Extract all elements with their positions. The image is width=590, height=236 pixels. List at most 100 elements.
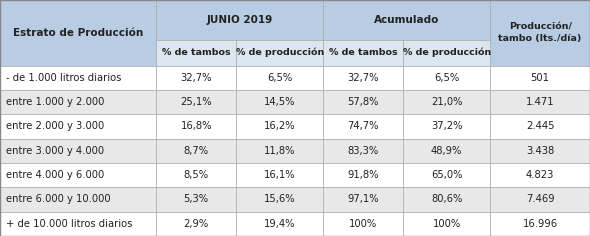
Bar [0,66,156,90]
Bar [490,90,590,114]
Text: 48,9%: 48,9% [431,146,463,156]
Text: 14,5%: 14,5% [264,97,296,107]
Text: 83,3%: 83,3% [348,146,379,156]
Text: % de tambos: % de tambos [329,48,398,57]
Text: % de tambos: % de tambos [162,48,231,57]
Text: 501: 501 [530,73,550,83]
Bar [490,187,590,212]
Text: entre 4.000 y 6.000: entre 4.000 y 6.000 [6,170,104,180]
Bar [156,187,236,212]
Text: 57,8%: 57,8% [348,97,379,107]
Text: 15,6%: 15,6% [264,194,296,204]
Bar [403,212,490,236]
Bar [156,90,236,114]
Text: entre 3.000 y 4.000: entre 3.000 y 4.000 [6,146,104,156]
Text: 3.438: 3.438 [526,146,554,156]
Bar [0,114,156,139]
Bar [490,0,590,66]
Text: 100%: 100% [432,219,461,229]
Text: 32,7%: 32,7% [181,73,212,83]
Bar [236,114,323,139]
Bar [403,187,490,212]
Bar [403,40,490,66]
Bar [323,114,403,139]
Text: 2.445: 2.445 [526,122,555,131]
Text: 16,2%: 16,2% [264,122,296,131]
Text: 32,7%: 32,7% [348,73,379,83]
Text: % de producción: % de producción [235,48,324,57]
Bar [490,114,590,139]
Text: - de 1.000 litros diarios: - de 1.000 litros diarios [6,73,122,83]
Text: + de 10.000 litros diarios: + de 10.000 litros diarios [6,219,132,229]
Bar [0,163,156,187]
Bar [403,66,490,90]
Bar [156,212,236,236]
Bar [236,66,323,90]
Bar [156,163,236,187]
Text: 21,0%: 21,0% [431,97,463,107]
Bar [156,66,236,90]
Bar [323,90,403,114]
Bar [323,0,490,40]
Bar [0,90,156,114]
Text: 19,4%: 19,4% [264,219,296,229]
Text: Estrato de Producción: Estrato de Producción [13,28,143,38]
Bar [0,0,156,66]
Bar [236,187,323,212]
Text: Producción/
tambo (lts./día): Producción/ tambo (lts./día) [499,23,582,43]
Bar [403,163,490,187]
Text: 80,6%: 80,6% [431,194,463,204]
Text: 65,0%: 65,0% [431,170,463,180]
Bar [0,187,156,212]
Bar [236,90,323,114]
Text: 6,5%: 6,5% [267,73,292,83]
Bar [156,139,236,163]
Bar [156,0,323,40]
Text: 91,8%: 91,8% [348,170,379,180]
Bar [403,114,490,139]
Text: 8,7%: 8,7% [183,146,209,156]
Text: 100%: 100% [349,219,377,229]
Bar [236,40,323,66]
Bar [490,163,590,187]
Bar [156,40,236,66]
Bar [403,90,490,114]
Text: 16,8%: 16,8% [181,122,212,131]
Bar [323,66,403,90]
Text: 6,5%: 6,5% [434,73,459,83]
Bar [236,139,323,163]
Text: JUNIO 2019: JUNIO 2019 [206,15,273,25]
Bar [323,187,403,212]
Text: 16,1%: 16,1% [264,170,296,180]
Text: 74,7%: 74,7% [348,122,379,131]
Text: 25,1%: 25,1% [181,97,212,107]
Bar [403,139,490,163]
Text: 97,1%: 97,1% [348,194,379,204]
Bar [490,139,590,163]
Text: 4.823: 4.823 [526,170,555,180]
Bar [323,40,403,66]
Text: entre 2.000 y 3.000: entre 2.000 y 3.000 [6,122,104,131]
Text: 8,5%: 8,5% [183,170,209,180]
Bar [323,139,403,163]
Bar [0,139,156,163]
Bar [156,114,236,139]
Text: entre 1.000 y 2.000: entre 1.000 y 2.000 [6,97,104,107]
Text: % de producción: % de producción [402,48,491,57]
Bar [490,66,590,90]
Bar [0,212,156,236]
Text: 5,3%: 5,3% [183,194,209,204]
Text: Acumulado: Acumulado [374,15,440,25]
Text: 16.996: 16.996 [523,219,558,229]
Text: 11,8%: 11,8% [264,146,296,156]
Bar [323,212,403,236]
Bar [236,163,323,187]
Text: 2,9%: 2,9% [183,219,209,229]
Bar [236,212,323,236]
Text: entre 6.000 y 10.000: entre 6.000 y 10.000 [6,194,110,204]
Text: 7.469: 7.469 [526,194,555,204]
Text: 1.471: 1.471 [526,97,555,107]
Bar [490,212,590,236]
Bar [323,163,403,187]
Text: 37,2%: 37,2% [431,122,463,131]
